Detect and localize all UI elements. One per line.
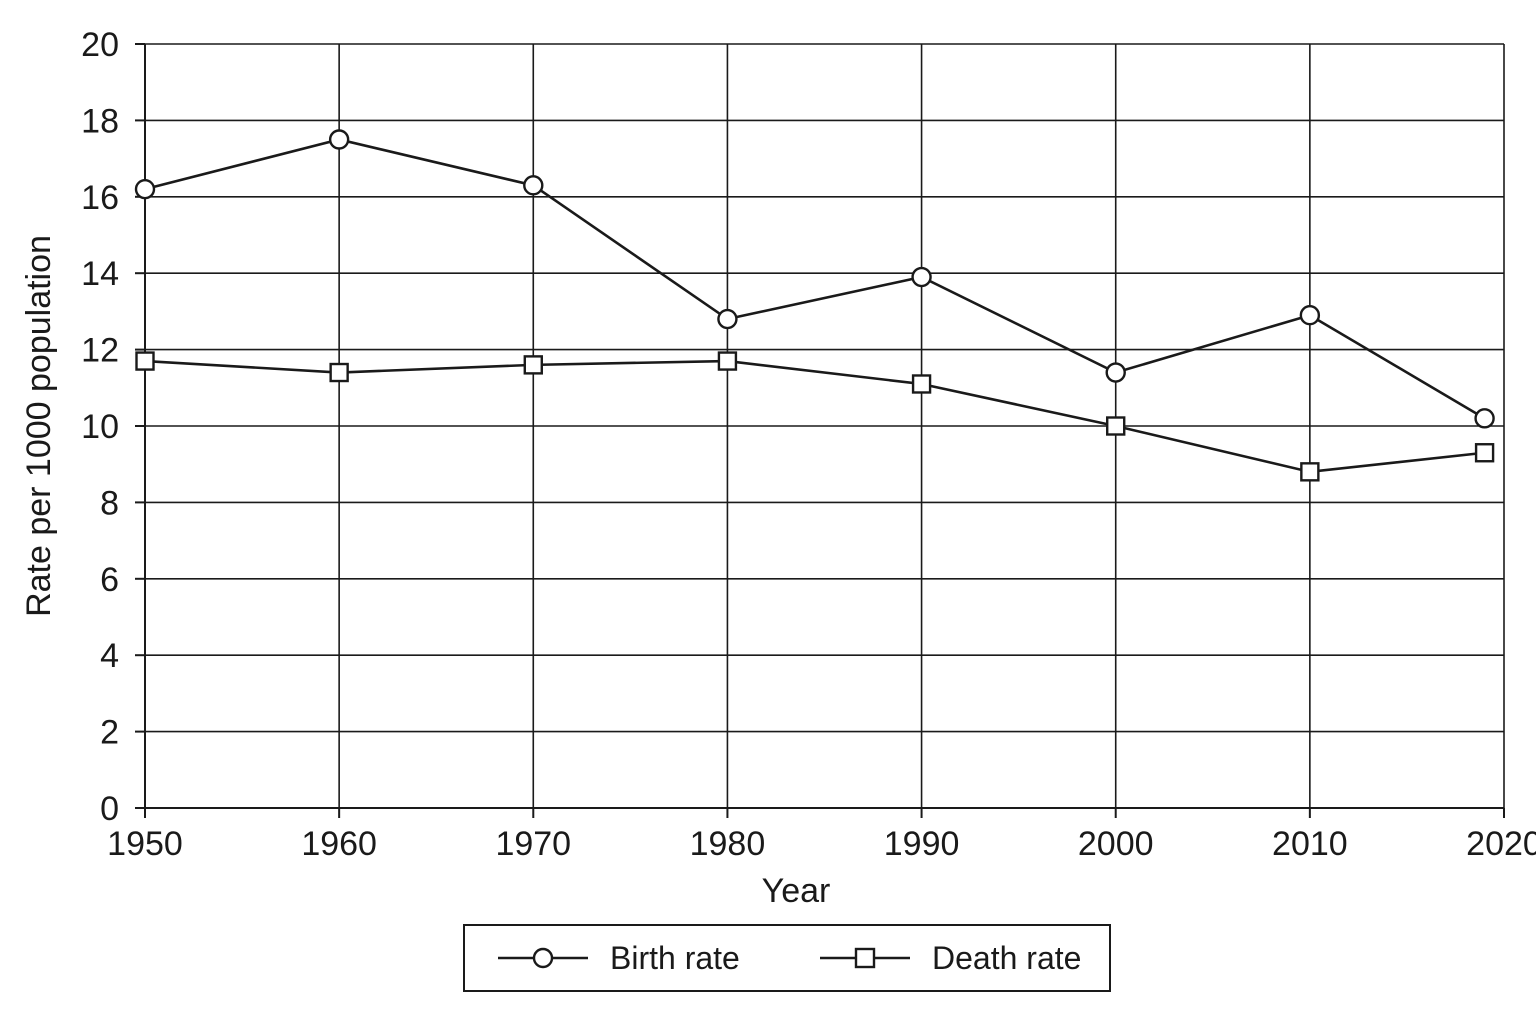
series-group <box>134 129 1495 482</box>
x-tick-label: 1990 <box>884 825 960 863</box>
y-tick-label: 0 <box>100 790 119 828</box>
legend-item-birth-rate: Birth rate <box>498 940 740 976</box>
y-tick-label: 2 <box>100 714 119 752</box>
data-point-birth-rate <box>523 175 544 196</box>
x-axis-title: Year <box>762 872 831 910</box>
legend-label-death-rate: Death rate <box>932 940 1081 976</box>
data-point-birth-rate <box>1299 305 1321 326</box>
x-tick-label: 1960 <box>301 825 377 863</box>
y-tick-label: 12 <box>81 332 119 370</box>
data-point-death-rate <box>911 374 932 394</box>
data-point-death-rate <box>1106 416 1126 436</box>
data-point-birth-rate <box>1105 362 1126 383</box>
legend-item-death-rate: Death rate <box>820 940 1081 976</box>
data-point-birth-rate <box>1474 408 1495 429</box>
x-tick-label: 2020 <box>1466 825 1536 863</box>
y-tick-label: 8 <box>100 484 119 522</box>
y-tick-label: 20 <box>81 26 119 64</box>
y-tick-label: 16 <box>81 179 119 217</box>
data-point-birth-rate <box>134 178 156 200</box>
x-tick-labels: 1950 1960 1970 1980 1990 2000 2010 2020 <box>107 825 1536 863</box>
series-line-birth-rate <box>144 138 1486 420</box>
data-point-death-rate <box>135 351 155 371</box>
y-tick-label: 4 <box>100 637 119 675</box>
legend-marker-circle <box>532 947 554 969</box>
legend-label-birth-rate: Birth rate <box>610 940 740 976</box>
data-point-birth-rate <box>328 129 350 150</box>
legend: Birth rate Death rate <box>463 924 1111 992</box>
series-line-death-rate <box>144 359 1485 474</box>
y-tick-label: 14 <box>81 255 119 293</box>
y-tick-label: 18 <box>81 102 119 140</box>
x-tick-label: 2000 <box>1078 825 1154 863</box>
data-point-death-rate <box>523 355 543 375</box>
grid-lines <box>144 43 1505 809</box>
x-tick-label: 1970 <box>495 825 571 863</box>
x-tick-label: 1950 <box>107 825 183 863</box>
data-point-birth-rate <box>717 308 738 330</box>
data-point-death-rate <box>329 362 349 383</box>
y-tick-label: 6 <box>100 561 119 599</box>
data-point-birth-rate <box>911 266 932 288</box>
y-tick-labels: 0 2 4 6 8 10 12 14 16 18 20 <box>81 26 119 828</box>
y-axis-title: Rate per 1000 population <box>20 235 58 617</box>
axes <box>135 43 1505 818</box>
data-point-death-rate <box>717 351 738 371</box>
y-tick-label: 10 <box>81 408 119 446</box>
x-tick-label: 1980 <box>690 825 766 863</box>
data-point-death-rate <box>1474 443 1495 463</box>
legend-marker-square <box>854 947 876 969</box>
x-tick-label: 2010 <box>1272 825 1348 863</box>
data-point-death-rate <box>1300 462 1320 482</box>
